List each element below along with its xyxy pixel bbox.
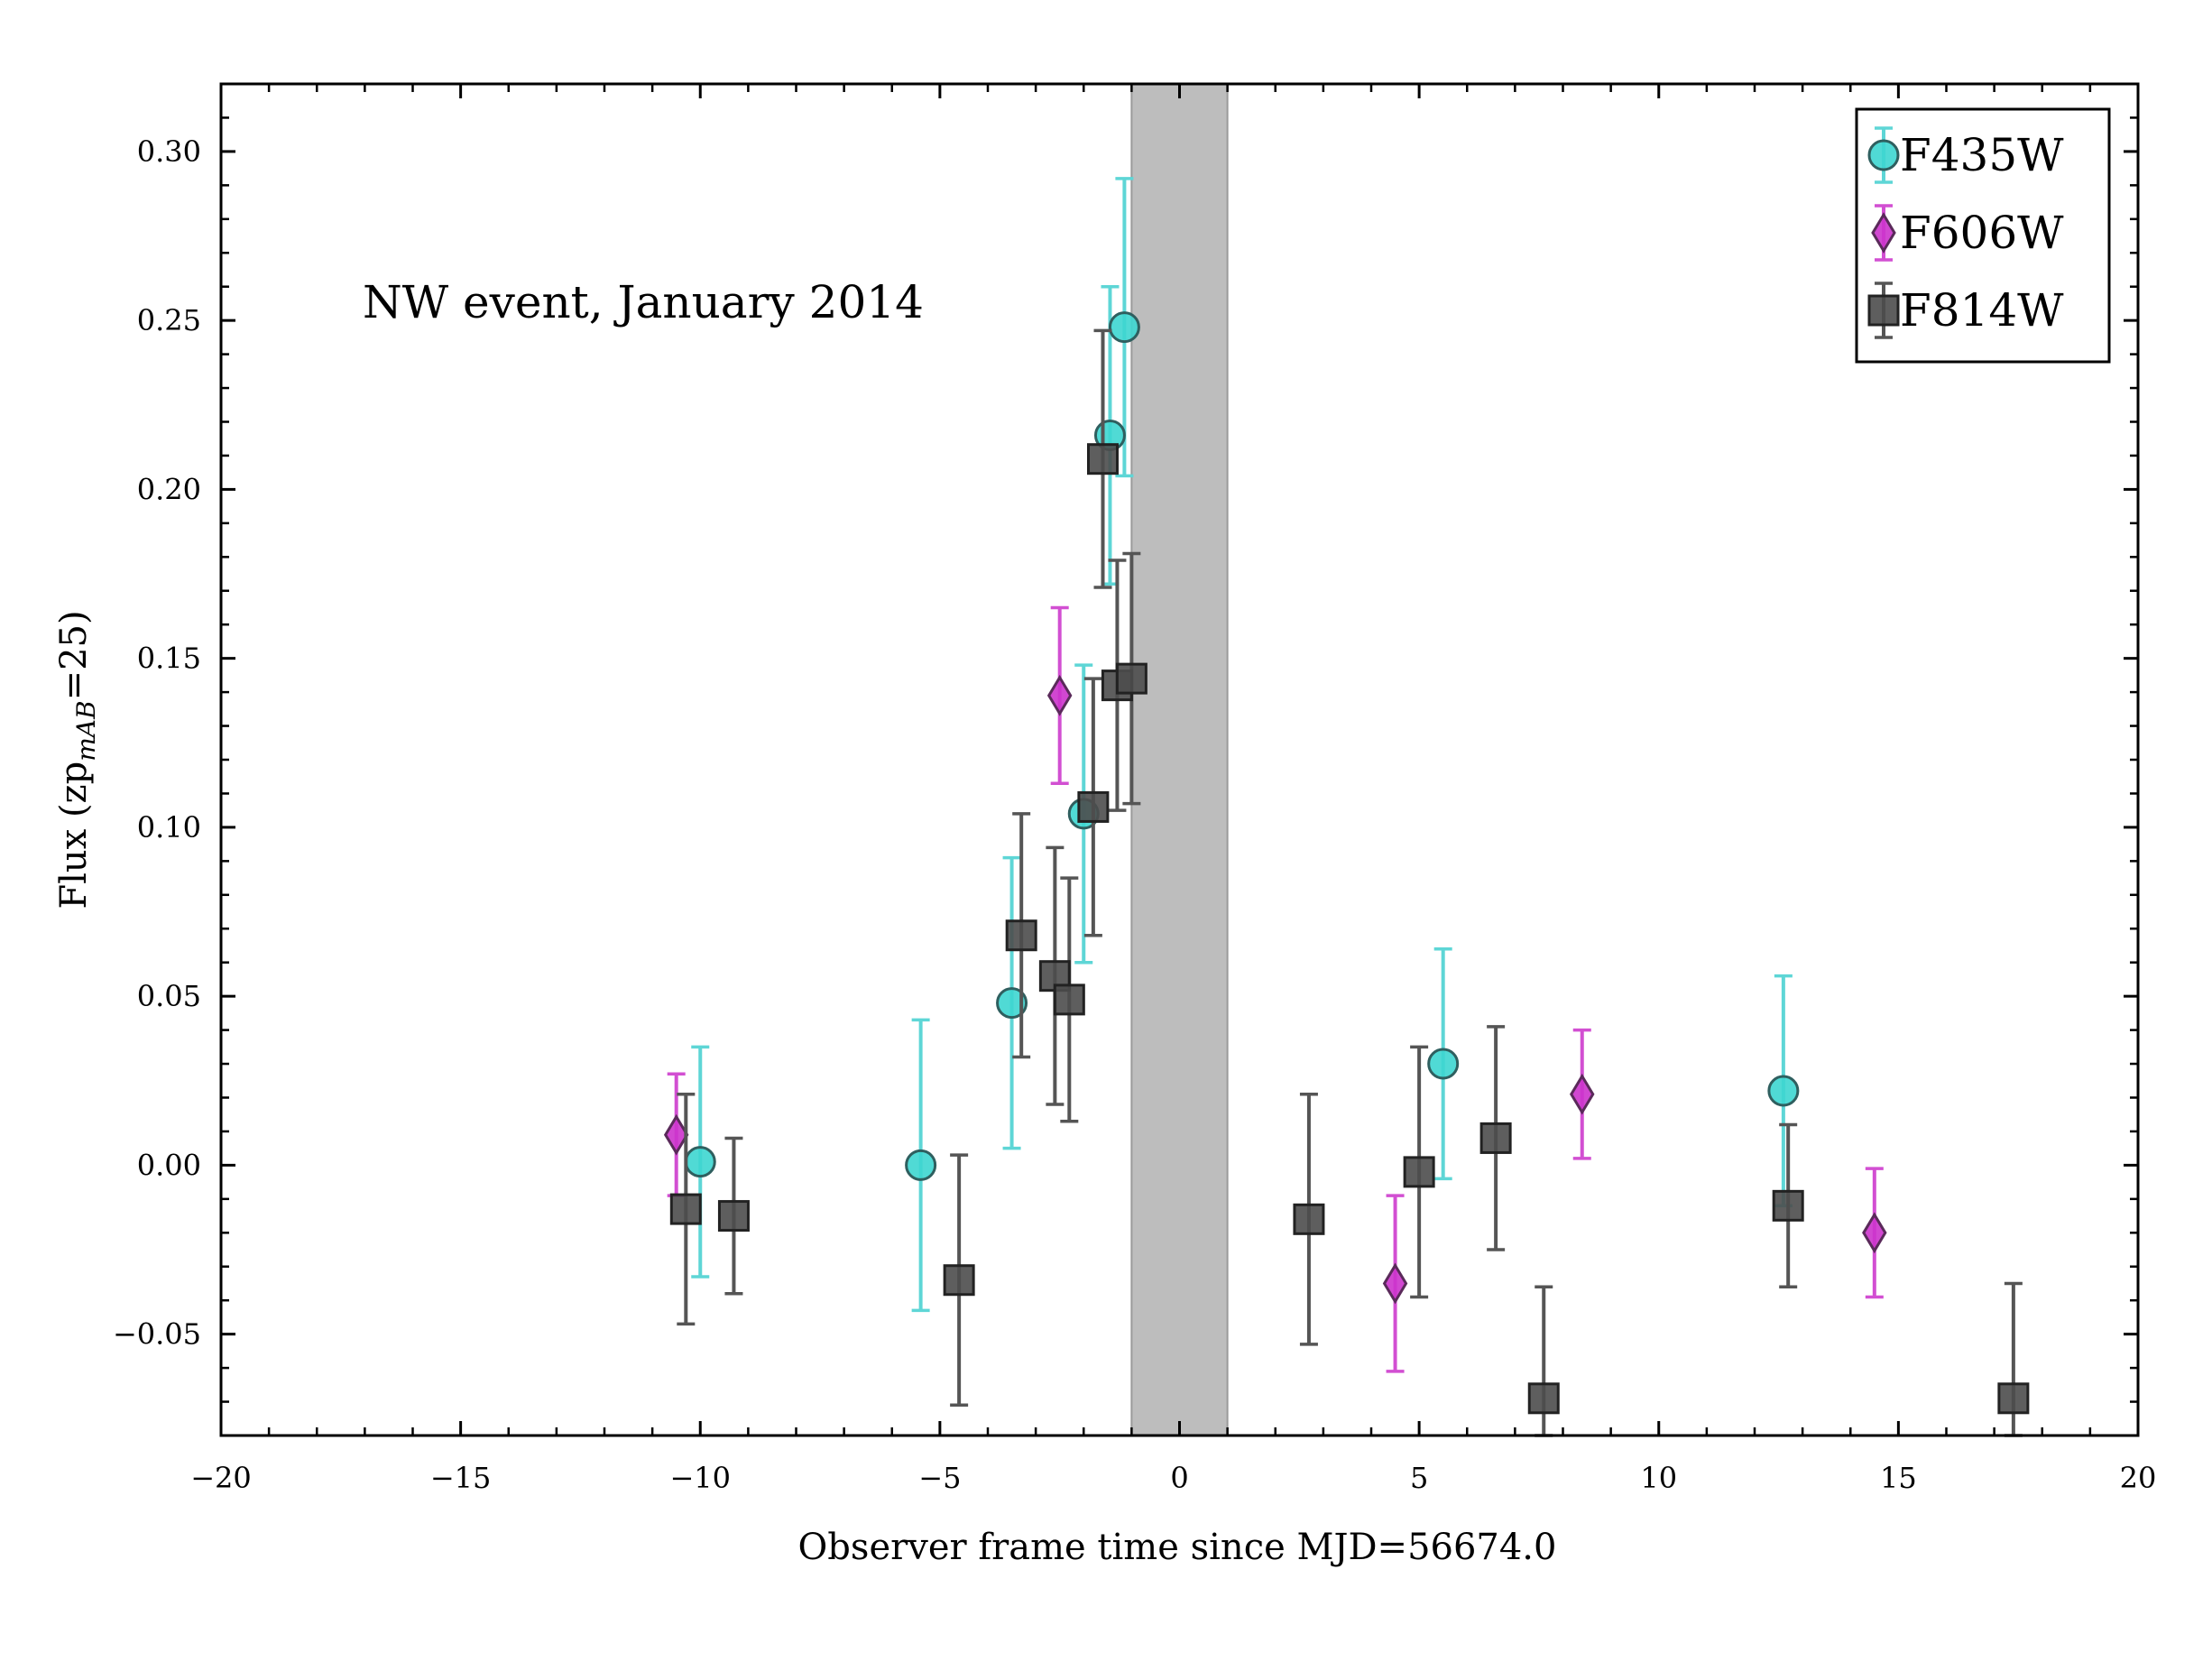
data-point-f435w [1108,311,1140,344]
y-tick-label: 0.10 [137,810,201,845]
data-point-f435w [1427,1048,1460,1080]
y-axis-title: Flux (zpmAB=25) [53,610,101,909]
legend-marker-f435w [1867,139,1900,171]
data-point-f814w [1005,919,1037,952]
x-tick-label: −10 [669,1461,731,1495]
series-layer [663,177,2030,1437]
x-tick-label: −5 [918,1461,961,1495]
x-tick-label: 10 [1640,1461,1677,1495]
y-tick-label: 0.05 [137,979,201,1013]
x-tick-label: −20 [190,1461,252,1495]
data-point-f435w [996,987,1028,1020]
data-point-f606w [1570,1073,1595,1115]
data-point-f814w [1115,662,1147,695]
y-tick-label: −0.05 [113,1317,201,1352]
y-axis-title-main: Flux (zp [53,762,95,909]
data-point-f606w [1382,1262,1408,1305]
y-axis-title-tail: =25) [53,610,95,700]
x-tick-label: 20 [2120,1461,2157,1495]
data-point-f814w [717,1200,750,1232]
legend-marker-f814w [1867,294,1900,327]
x-tick-label: 5 [1410,1461,1428,1495]
data-point-f814w [1479,1122,1512,1154]
y-tick-label: 0.15 [137,642,201,676]
legend-item-f606w: F606W [1871,204,2064,262]
data-point-f814w [943,1264,975,1297]
series-f606w [663,605,1887,1373]
data-point-f814w [1772,1189,1804,1222]
data-point-f606w [1862,1212,1887,1254]
series-f435w [684,177,1800,1313]
shaded-band-layer [1130,83,1229,1436]
data-point-f814w [1997,1382,2030,1415]
legend-item-f435w: F435W [1867,126,2064,184]
x-axis-title: Observer frame time since MJD=56674.0 [798,1527,1557,1568]
legend-label-f606w: F606W [1900,207,2064,259]
y-tick-label: 0.30 [137,134,201,169]
series-f814w [669,328,2030,1437]
y-tick-label: 0.20 [137,472,201,506]
data-point-f435w [905,1149,937,1181]
data-point-f814w [1053,983,1085,1016]
legend: F435W F606W F814W [1855,107,2111,364]
legend-label-f814w: F814W [1900,284,2064,337]
data-point-f606w [663,1113,689,1156]
data-point-f606w [1046,674,1073,716]
x-tick-label: −15 [430,1461,492,1495]
data-point-f814w [1527,1382,1560,1415]
y-axis-title-subscript: mAB [71,700,101,761]
legend-marker-f606w [1871,212,1896,254]
ticks-layer: −20 −15 −10 −5 0 5 10 15 20 −0.05 0.00 0.05 0.10 0.15… [113,82,2157,1495]
annotation-text: NW event, January 2014 [363,276,924,328]
data-point-f814w [669,1193,702,1225]
y-tick-label: 0.00 [137,1148,201,1182]
y-tick-label: 0.25 [137,303,201,337]
data-point-f814w [1403,1156,1435,1188]
data-point-f435w [1767,1075,1800,1107]
data-point-f435w [684,1146,716,1178]
shaded-band [1130,83,1229,1436]
legend-items: F435W F606W F814W [1867,126,2064,339]
data-point-f814w [1087,443,1119,475]
legend-label-f435w: F435W [1900,129,2064,181]
plot-frame [219,82,2140,1437]
x-tick-label: 15 [1880,1461,1917,1495]
data-point-f814w [1077,790,1110,823]
legend-item-f814w: F814W [1867,282,2064,339]
x-tick-label: 0 [1170,1461,1188,1495]
data-point-f814w [1293,1203,1325,1235]
